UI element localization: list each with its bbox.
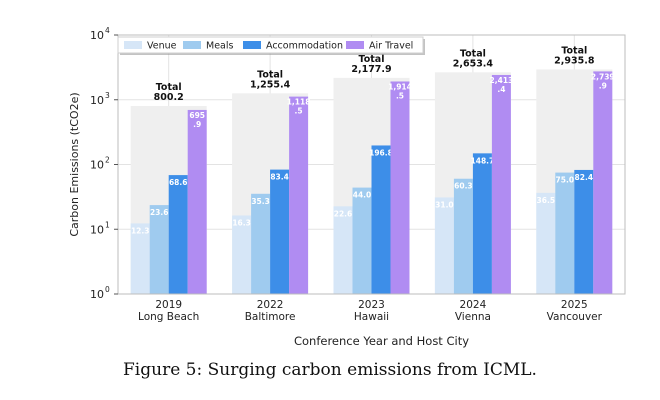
bar-value-label: 60.3 — [454, 182, 473, 191]
y-tick-label-base: 10 — [90, 223, 104, 236]
total-label: Total — [561, 45, 587, 56]
total-value-label: 2,935.8 — [554, 55, 595, 66]
bar-venue — [434, 197, 454, 294]
bar-air-travel — [593, 71, 613, 294]
legend-swatch — [243, 41, 261, 49]
x-tick-label-year: 2025 — [561, 299, 588, 311]
bar-accommodation — [371, 145, 391, 294]
x-axis-label: Conference Year and Host City — [294, 334, 469, 348]
x-tick-label-city: Long Beach — [138, 311, 199, 323]
bar-value-label: 82.4 — [575, 173, 594, 182]
chart: 12.3 16.3 22.6 31.0 36.5 23.6 35.3 44.0 60.3 75.0… — [68, 26, 626, 348]
x-tick-label-year: 2024 — [460, 299, 487, 311]
legend-label: Accommodation — [266, 41, 343, 52]
bar-value-label: 68.6 — [169, 178, 188, 187]
bar-air-travel — [187, 109, 207, 294]
figure-caption: Figure 5: Surging carbon emissions from … — [123, 360, 537, 380]
legend-swatch — [346, 41, 364, 49]
bar-value-label: 1,118 — [287, 98, 311, 107]
bar-value-label: 2,739 — [591, 72, 615, 81]
bar-value-label: .5 — [295, 107, 303, 116]
y-tick-label-exp: 0 — [105, 285, 110, 294]
x-tick-label-city: Vienna — [455, 311, 491, 323]
bar-meals — [555, 172, 575, 294]
bar-air-travel — [390, 81, 410, 295]
bar-value-label: 23.6 — [150, 208, 169, 217]
y-tick-label-base: 10 — [90, 159, 104, 172]
x-tick-label-year: 2022 — [257, 299, 284, 311]
total-label: Total — [156, 82, 182, 93]
bar-value-label: .4 — [497, 85, 505, 94]
bar-value-label: .9 — [599, 81, 607, 90]
y-tick-label-base: 10 — [90, 94, 104, 107]
bar-accommodation — [168, 175, 188, 294]
bar-value-label: 2,413 — [490, 76, 514, 85]
total-label: Total — [359, 54, 385, 65]
bar-value-label: 31.0 — [435, 200, 454, 209]
bar-accommodation — [472, 153, 492, 294]
y-tick-label-exp: 4 — [105, 26, 110, 35]
bar-value-label: 196.8 — [369, 148, 393, 157]
x-tick-label-city: Hawaii — [354, 311, 389, 323]
total-value-label: 2,653.4 — [453, 58, 494, 69]
bar-value-label: 148.7 — [471, 156, 495, 165]
bar-venue — [536, 192, 556, 294]
bar-meals — [352, 187, 372, 294]
legend-swatch — [183, 41, 201, 49]
bar-meals — [149, 205, 169, 294]
legend-label: Venue — [147, 41, 177, 52]
x-tick-label-year: 2023 — [358, 299, 385, 311]
x-tick-label-city: Vancouver — [547, 311, 603, 323]
bar-air-travel — [289, 96, 309, 294]
bar-value-label: 1,914 — [388, 82, 412, 91]
bar-venue — [333, 206, 353, 294]
x-tick-label-year: 2019 — [155, 299, 182, 311]
bar-accommodation — [574, 169, 594, 294]
total-value-label: 1,255.4 — [250, 79, 291, 90]
y-tick-label-exp: 2 — [105, 156, 110, 165]
bar-value-label: 75.0 — [556, 176, 575, 185]
y-tick-label-base: 10 — [90, 29, 104, 42]
bar-meals — [453, 178, 473, 294]
total-value-label: 2,177.9 — [351, 64, 391, 75]
bar-value-label: .9 — [193, 120, 201, 129]
x-tick-label-city: Baltimore — [245, 311, 296, 323]
bar-value-label: 83.4 — [270, 173, 289, 182]
total-label: Total — [460, 48, 486, 59]
total-value-label: 800.2 — [154, 92, 184, 103]
bar-value-label: 36.5 — [537, 196, 556, 205]
bar-value-label: 44.0 — [353, 191, 372, 200]
bar-value-label: 16.3 — [232, 219, 251, 228]
legend-swatch — [124, 41, 142, 49]
legend-label: Air Travel — [369, 41, 413, 52]
bar-value-label: 695 — [189, 111, 205, 120]
bar-value-label: 35.3 — [251, 197, 270, 206]
y-axis-label: Carbon Emissions (tCO2e) — [68, 92, 81, 236]
y-tick-label-exp: 3 — [105, 91, 110, 100]
bar-meals — [251, 193, 271, 294]
bar-value-label: 12.3 — [131, 226, 150, 235]
legend-label: Meals — [206, 41, 234, 52]
bar-value-label: .5 — [396, 91, 404, 100]
y-tick-label-exp: 1 — [105, 220, 110, 229]
bar-venue — [232, 215, 252, 294]
bar-air-travel — [491, 74, 511, 294]
total-label: Total — [257, 69, 283, 80]
bar-value-label: 22.6 — [334, 209, 353, 218]
y-tick-label-base: 10 — [90, 288, 104, 301]
bar-accommodation — [270, 169, 290, 294]
bar-venue — [130, 223, 150, 294]
